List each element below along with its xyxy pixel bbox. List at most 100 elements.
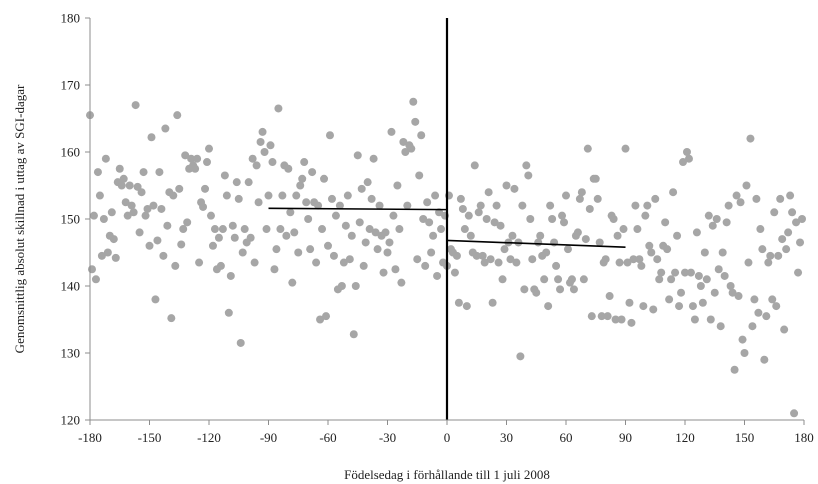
data-point <box>472 251 481 260</box>
data-point <box>268 158 277 167</box>
x-tick-label: 60 <box>560 430 573 445</box>
data-point <box>331 211 340 220</box>
data-point <box>391 265 400 274</box>
y-tick-label: 120 <box>61 413 81 428</box>
data-point <box>91 275 100 284</box>
data-point <box>675 302 684 311</box>
data-point <box>187 154 196 163</box>
data-point <box>631 201 640 210</box>
x-tick-label: -90 <box>260 430 277 445</box>
data-point <box>201 184 210 193</box>
data-point <box>411 117 420 126</box>
data-point <box>95 191 104 200</box>
data-point <box>359 261 368 270</box>
data-point <box>387 127 396 136</box>
data-point <box>558 211 567 220</box>
data-point <box>760 355 769 364</box>
data-point <box>673 231 682 240</box>
data-point <box>177 240 186 249</box>
data-point <box>778 235 787 244</box>
data-point <box>603 312 612 321</box>
x-tick-label: 180 <box>794 430 814 445</box>
data-point <box>415 171 424 180</box>
data-point <box>421 261 430 270</box>
data-point <box>312 258 321 267</box>
data-point <box>353 151 362 160</box>
data-point <box>107 208 116 217</box>
x-ticks: -180 -150 -120 -90 -60 -30 0 30 60 90 120 150 180 <box>78 420 814 445</box>
y-tick-label: 140 <box>61 279 81 294</box>
data-point <box>397 278 406 287</box>
data-point <box>645 241 654 250</box>
data-point <box>343 191 352 200</box>
data-point <box>206 211 215 220</box>
data-point <box>246 233 255 242</box>
data-point <box>183 218 192 227</box>
data-point <box>230 233 239 242</box>
data-point <box>181 151 190 160</box>
data-point <box>730 365 739 374</box>
data-point <box>742 181 751 190</box>
data-point <box>524 171 533 180</box>
data-point <box>772 302 781 311</box>
data-point <box>653 255 662 264</box>
data-point <box>601 255 610 264</box>
data-point <box>208 241 217 250</box>
fit-lines <box>268 207 626 248</box>
data-point <box>762 312 771 321</box>
data-point <box>250 258 259 267</box>
data-point <box>774 251 783 260</box>
data-point <box>546 201 555 210</box>
data-point <box>623 258 632 267</box>
data-point <box>528 255 537 264</box>
y-ticks: 120 130 140 150 160 170 180 <box>61 11 90 428</box>
data-point <box>532 288 541 297</box>
data-point <box>314 201 323 210</box>
data-point <box>542 248 551 257</box>
data-point <box>784 228 793 237</box>
data-point <box>569 285 578 294</box>
data-point <box>369 154 378 163</box>
data-point <box>381 228 390 237</box>
data-point <box>175 184 184 193</box>
data-point <box>677 288 686 297</box>
data-point <box>619 225 628 234</box>
data-point <box>87 265 96 274</box>
x-tick-label: 150 <box>735 430 755 445</box>
data-point <box>698 298 707 307</box>
x-tick-label: 120 <box>675 430 695 445</box>
data-point <box>159 251 168 260</box>
data-point <box>552 261 561 270</box>
data-point <box>93 168 102 177</box>
data-point <box>460 225 469 234</box>
data-point <box>617 315 626 324</box>
data-point <box>214 233 223 242</box>
data-point <box>205 144 213 153</box>
data-point <box>284 164 293 173</box>
data-point <box>256 137 265 146</box>
data-point <box>302 198 311 207</box>
x-tick-label: -30 <box>379 430 396 445</box>
data-point <box>155 168 164 177</box>
data-point <box>163 221 172 230</box>
data-point <box>671 268 680 277</box>
data-point <box>365 225 374 234</box>
data-point <box>786 191 795 200</box>
data-point <box>641 211 650 220</box>
data-point <box>137 188 146 197</box>
data-point <box>593 194 602 203</box>
data-point <box>732 191 741 200</box>
data-point <box>193 154 202 163</box>
data-point <box>121 198 130 207</box>
data-point <box>203 158 212 167</box>
data-point <box>520 285 529 294</box>
data-point <box>278 191 287 200</box>
data-point <box>425 218 434 227</box>
data-point <box>722 218 731 227</box>
data-point <box>704 211 713 220</box>
data-point <box>431 191 440 200</box>
data-point <box>139 168 148 177</box>
data-point <box>145 241 154 250</box>
data-point <box>423 198 432 207</box>
data-point <box>417 131 426 140</box>
